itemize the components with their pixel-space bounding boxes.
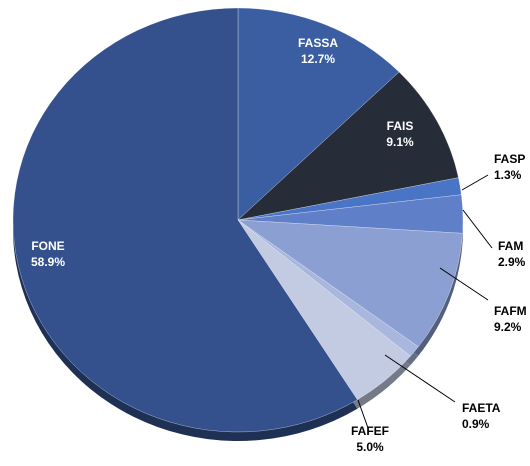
slice	[12, 7, 358, 433]
slice-value-label: 2.9%	[498, 255, 526, 269]
slice	[237, 7, 400, 221]
slice	[237, 71, 459, 221]
slice-label: FAIS	[387, 119, 414, 133]
leader-line	[384, 354, 456, 403]
slice-label: FAETA	[462, 401, 501, 415]
slice-value-label: 9.2%	[494, 320, 522, 334]
leader-line	[439, 267, 489, 301]
slice	[237, 219, 463, 347]
leader-line	[461, 174, 489, 191]
leader-line	[462, 209, 493, 249]
slice-label: FAM	[498, 239, 523, 253]
slice-value-label: 58.9%	[31, 255, 65, 269]
slice-value-label: 1.3%	[494, 168, 522, 182]
slice-value-label: 5.0%	[356, 440, 384, 454]
slice-label: FASSA	[298, 36, 338, 50]
leader-line	[357, 399, 369, 429]
slice-label: FASP	[494, 152, 525, 166]
slice-label: FAFEF	[351, 424, 389, 438]
slice-label: FAFM	[494, 304, 527, 318]
slice-value-label: 12.7%	[301, 52, 335, 66]
slice-label: FONE	[31, 239, 64, 253]
slice-value-label: 0.9%	[462, 417, 490, 431]
slice-value-label: 9.1%	[386, 135, 414, 149]
